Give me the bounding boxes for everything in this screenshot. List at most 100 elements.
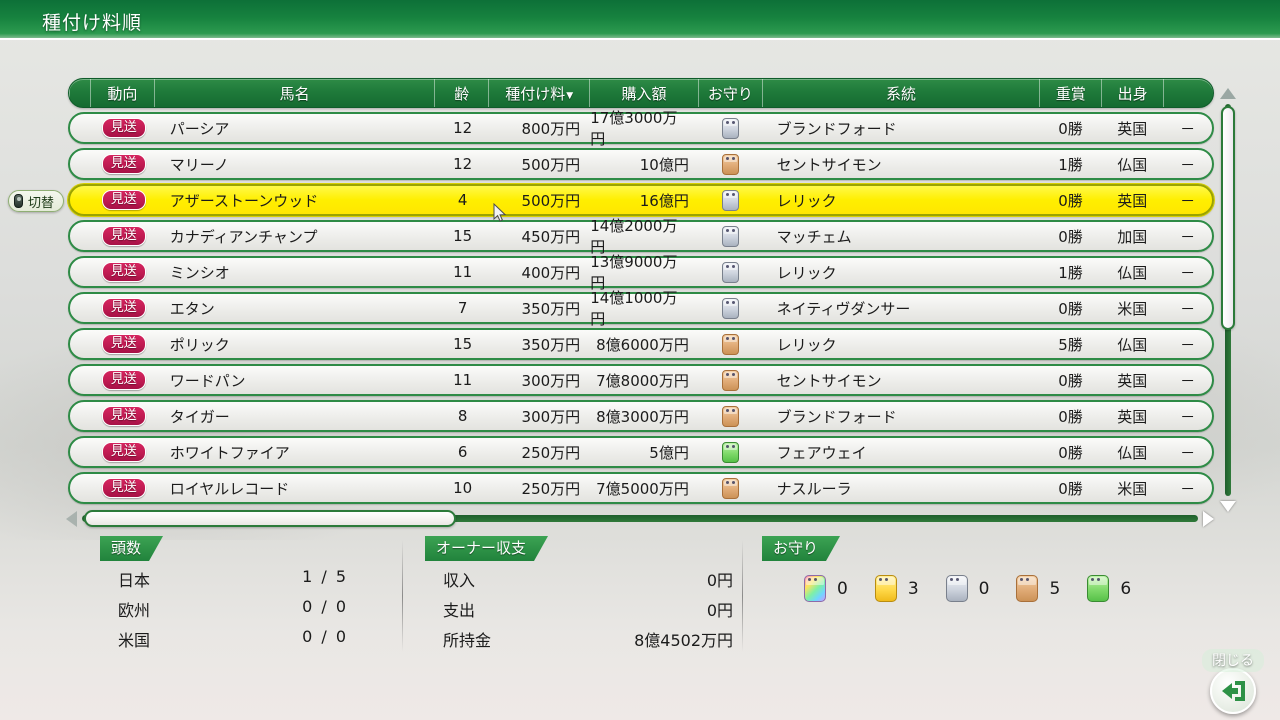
- charm-orange-icon: [722, 333, 740, 355]
- row-direction-cell[interactable]: 見送: [92, 150, 156, 178]
- row-spacer: [70, 186, 92, 214]
- vertical-scroll-thumb[interactable]: [1221, 106, 1235, 330]
- row-horse-name[interactable]: ロイヤルレコード: [169, 479, 290, 498]
- triangle-left-icon[interactable]: [66, 511, 77, 527]
- row-direction-cell[interactable]: 見送: [92, 294, 156, 322]
- header-direction[interactable]: 動向: [91, 79, 155, 107]
- row-graded-wins: 5勝: [1058, 335, 1083, 354]
- direction-badge: 見送: [101, 154, 146, 174]
- row-direction-cell[interactable]: 見送: [92, 366, 156, 394]
- horizontal-scroll-thumb[interactable]: [84, 510, 456, 527]
- row-origin: 英国: [1117, 371, 1148, 390]
- table-row[interactable]: 見送 タイガー 8 300万円 8億3000万円 ブランドフォード 0勝 英国 －: [68, 400, 1214, 432]
- row-charm-cell: [699, 186, 763, 214]
- header-horse-name[interactable]: 馬名: [155, 79, 436, 107]
- horse-list-table: 動向 馬名 齢 種付け料 ▼ 購入額 お守り 系統 重賞 出身 見送 パーシア 12…: [68, 78, 1214, 508]
- header-purchase[interactable]: 購入額: [590, 79, 699, 107]
- direction-badge: 見送: [101, 298, 146, 318]
- table-row[interactable]: 見送 アザーストーンウッド 4 500万円 16億円 レリック 0勝 英国 －: [68, 184, 1214, 216]
- row-origin: 仏国: [1117, 155, 1148, 174]
- header-origin[interactable]: 出身: [1102, 79, 1165, 107]
- table-row[interactable]: 見送 マリーノ 12 500万円 10億円 セントサイモン 1勝 仏国 －: [68, 148, 1214, 180]
- row-direction-cell[interactable]: 見送: [92, 474, 156, 502]
- row-direction-cell[interactable]: 見送: [92, 438, 156, 466]
- charm-count: 0: [978, 578, 990, 599]
- row-horse-name[interactable]: カナディアンチャンプ: [169, 227, 318, 246]
- row-age: 12: [453, 119, 473, 137]
- row-graded-wins: 0勝: [1058, 371, 1083, 390]
- row-horse-name[interactable]: ポリック: [169, 335, 230, 354]
- switch-tab-button[interactable]: 切替: [8, 190, 65, 212]
- row-pedigree: ネイティヴダンサー: [776, 299, 911, 318]
- header-charm[interactable]: お守り: [699, 79, 763, 107]
- row-pedigree: ブランドフォード: [776, 407, 897, 426]
- charm-silver-icon: [722, 261, 740, 283]
- row-age: 4: [457, 191, 468, 209]
- table-row[interactable]: 見送 エタン 7 350万円 14億1000万円 ネイティヴダンサー 0勝 米国 －: [68, 289, 1214, 328]
- row-charm-cell: [699, 438, 763, 466]
- kv-value: 8億4502万円: [634, 631, 733, 650]
- row-direction-cell[interactable]: 見送: [92, 258, 156, 286]
- exit-arrow-icon[interactable]: [1210, 668, 1256, 714]
- row-purchase: 16億円: [639, 191, 689, 210]
- row-direction-cell[interactable]: 見送: [92, 330, 156, 358]
- triangle-up-icon[interactable]: [1220, 88, 1236, 99]
- header-graded-wins[interactable]: 重賞: [1040, 79, 1103, 107]
- row-pedigree: マッチェム: [776, 227, 852, 246]
- vertical-scrollbar[interactable]: [1216, 88, 1240, 512]
- owner-balance-panel: オーナー収支 収入 0円 支出 0円 所持金 8億4502万円: [425, 536, 745, 651]
- row-pedigree: セントサイモン: [776, 371, 882, 390]
- head-count-panel: 頭数 日本 1 / 5 欧州 0 / 0 米国 0 / 0: [100, 536, 400, 651]
- triangle-down-icon[interactable]: [1220, 501, 1236, 512]
- row-direction-cell[interactable]: 見送: [92, 402, 156, 430]
- charm-inventory-item: 0: [804, 575, 848, 602]
- row-direction-cell[interactable]: 見送: [92, 114, 156, 142]
- row-direction-cell[interactable]: 見送: [92, 186, 156, 214]
- row-horse-name[interactable]: アザーストーンウッド: [169, 191, 319, 210]
- kv-value: 0円: [706, 601, 733, 620]
- kv-label: 米国: [118, 631, 151, 650]
- kv-value: 0 / 0: [302, 597, 348, 616]
- row-age: 11: [453, 263, 473, 281]
- table-row[interactable]: 見送 ワードパン 11 300万円 7億8000万円 セントサイモン 0勝 英国 －: [68, 364, 1214, 396]
- kv-label: 収入: [443, 571, 476, 590]
- header-pedigree[interactable]: 系統: [763, 79, 1041, 107]
- header-stud-fee[interactable]: 種付け料 ▼: [489, 79, 591, 107]
- table-row[interactable]: 見送 パーシア 12 800万円 17億3000万円 ブランドフォード 0勝 英国 －: [68, 109, 1214, 148]
- row-horse-name[interactable]: エタン: [169, 299, 215, 318]
- row-origin: 加国: [1117, 227, 1148, 246]
- charm-inventory-item: 0: [945, 575, 990, 602]
- triangle-right-icon[interactable]: [1203, 511, 1214, 527]
- row-direction-cell[interactable]: 見送: [92, 222, 156, 250]
- charm-count: 6: [1120, 578, 1132, 599]
- row-graded-wins: 0勝: [1058, 443, 1083, 462]
- row-charm-cell: [699, 222, 763, 250]
- row-horse-name[interactable]: ホワイトファイア: [169, 443, 290, 462]
- charm-inventory-panel: お守り 0 3 0 5 6: [762, 536, 1202, 602]
- row-origin: 仏国: [1117, 443, 1148, 462]
- row-tail: －: [1180, 227, 1196, 246]
- row-spacer: [70, 114, 92, 142]
- horizontal-scrollbar[interactable]: [66, 508, 1214, 530]
- row-horse-name[interactable]: ワードパン: [169, 371, 246, 390]
- table-row[interactable]: 見送 ミンシオ 11 400万円 13億9000万円 レリック 1勝 仏国 －: [68, 253, 1214, 292]
- row-spacer: [70, 330, 92, 358]
- row-age: 15: [453, 335, 473, 353]
- row-horse-name[interactable]: パーシア: [169, 119, 230, 138]
- table-row[interactable]: 見送 ロイヤルレコード 10 250万円 7億5000万円 ナスルーラ 0勝 米国 －: [68, 472, 1214, 504]
- table-row[interactable]: 見送 ホワイトファイア 6 250万円 5億円 フェアウェイ 0勝 仏国 －: [68, 436, 1214, 468]
- row-graded-wins: 0勝: [1058, 191, 1083, 210]
- row-charm-cell: [699, 114, 763, 142]
- close-button[interactable]: 閉じる: [1202, 649, 1264, 714]
- row-horse-name[interactable]: マリーノ: [169, 155, 229, 174]
- table-row[interactable]: 見送 ポリック 15 350万円 8億6000万円 レリック 5勝 仏国 －: [68, 328, 1214, 360]
- row-horse-name[interactable]: タイガー: [169, 407, 230, 426]
- charm-inventory-item: 3: [874, 575, 919, 602]
- kv-label: 所持金: [443, 631, 492, 650]
- row-stud-fee: 300万円: [521, 407, 581, 426]
- table-row[interactable]: 見送 カナディアンチャンプ 15 450万円 14億2000万円 マッチェム 0勝 加国 －: [68, 217, 1214, 256]
- row-horse-name[interactable]: ミンシオ: [169, 263, 230, 282]
- horizontal-scroll-track[interactable]: [82, 515, 1198, 522]
- row-spacer: [70, 222, 92, 250]
- header-age[interactable]: 齢: [435, 79, 490, 107]
